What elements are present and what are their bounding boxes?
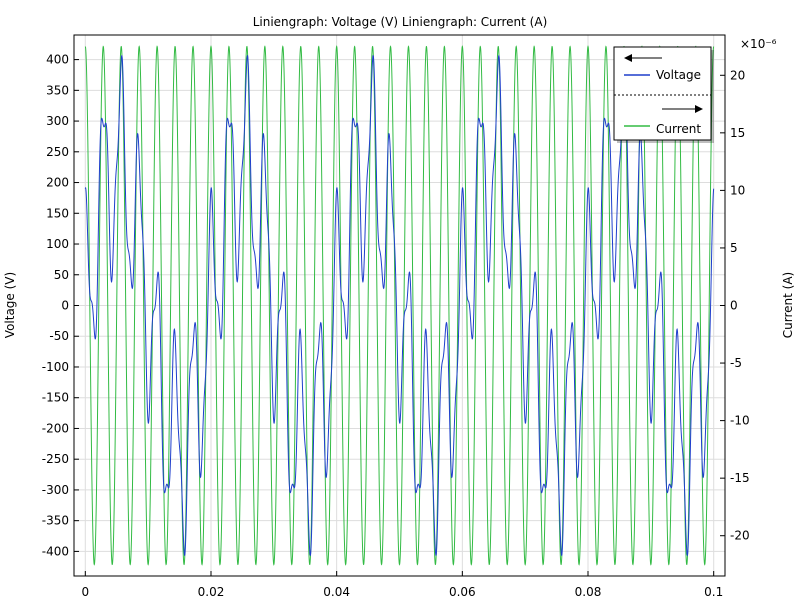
y-right-tick-label: 10: [730, 183, 745, 197]
y-left-tick-label: -250: [42, 452, 69, 466]
y-left-tick-label: 50: [54, 268, 69, 282]
x-tick-label: 0.08: [575, 585, 602, 599]
y-left-tick-label: 200: [46, 176, 69, 190]
y-right-tick-label: 20: [730, 68, 745, 82]
legend-current-label: Current: [656, 122, 701, 136]
y-left-tick-label: -150: [42, 391, 69, 405]
legend-right-arrow-icon: [662, 105, 703, 113]
x-tick-label: 0.1: [704, 585, 723, 599]
x-tick-label: 0.02: [198, 585, 225, 599]
y-right-tick-label: 15: [730, 126, 745, 140]
y-right-tick-label: 0: [730, 299, 738, 313]
series-line-voltage: [84, 54, 715, 557]
y-right-tick-label: 5: [730, 241, 738, 255]
plot-series: [84, 45, 715, 566]
right-axis-multiplier: ×10⁻⁶: [740, 37, 777, 51]
y-left-tick-label: 150: [46, 206, 69, 220]
y-right-axis-label: Current (A): [781, 272, 795, 338]
y-right-tick-label: -20: [730, 529, 750, 543]
y-left-tick-label: 0: [61, 299, 69, 313]
y-left-tick-label: -100: [42, 360, 69, 374]
y-right-tick-label: -5: [730, 356, 742, 370]
y-left-tick-label: 100: [46, 237, 69, 251]
y-left-axis-label: Voltage (V): [3, 272, 17, 338]
y-left-tick-label: 300: [46, 114, 69, 128]
legend: Voltage Current: [613, 46, 714, 143]
y-right-tick-label: -10: [730, 414, 750, 428]
y-right-tick-label: -15: [730, 471, 750, 485]
y-left-axis-ticks: -400 -350 -300 -250 -200 -150 -100 -50 0 50 100 150…: [42, 53, 79, 558]
y-left-tick-label: 250: [46, 145, 69, 159]
x-tick-label: 0.04: [323, 585, 350, 599]
y-left-tick-label: -200: [42, 421, 69, 435]
y-left-tick-label: 400: [46, 53, 69, 67]
grid-lines: [74, 35, 725, 576]
chart-title: Liniengraph: Voltage (V) Liniengraph: Cu…: [253, 15, 548, 29]
x-tick-label: 0.06: [449, 585, 476, 599]
x-tick-label: 0: [81, 585, 89, 599]
legend-box: [613, 46, 712, 141]
y-left-tick-label: 350: [46, 83, 69, 97]
legend-left-arrow-icon: [624, 54, 662, 62]
legend-voltage-label: Voltage: [656, 68, 701, 82]
y-right-axis-ticks: -20 -15 -10 -5 0 5 10 15 20: [720, 68, 750, 543]
y-left-tick-label: -400: [42, 544, 69, 558]
y-left-tick-label: -350: [42, 514, 69, 528]
x-axis-ticks: 0 0.02 0.04 0.06 0.08 0.1: [81, 571, 723, 599]
series-line-current: [84, 45, 715, 566]
y-left-tick-label: -300: [42, 483, 69, 497]
y-left-tick-label: -50: [49, 329, 69, 343]
